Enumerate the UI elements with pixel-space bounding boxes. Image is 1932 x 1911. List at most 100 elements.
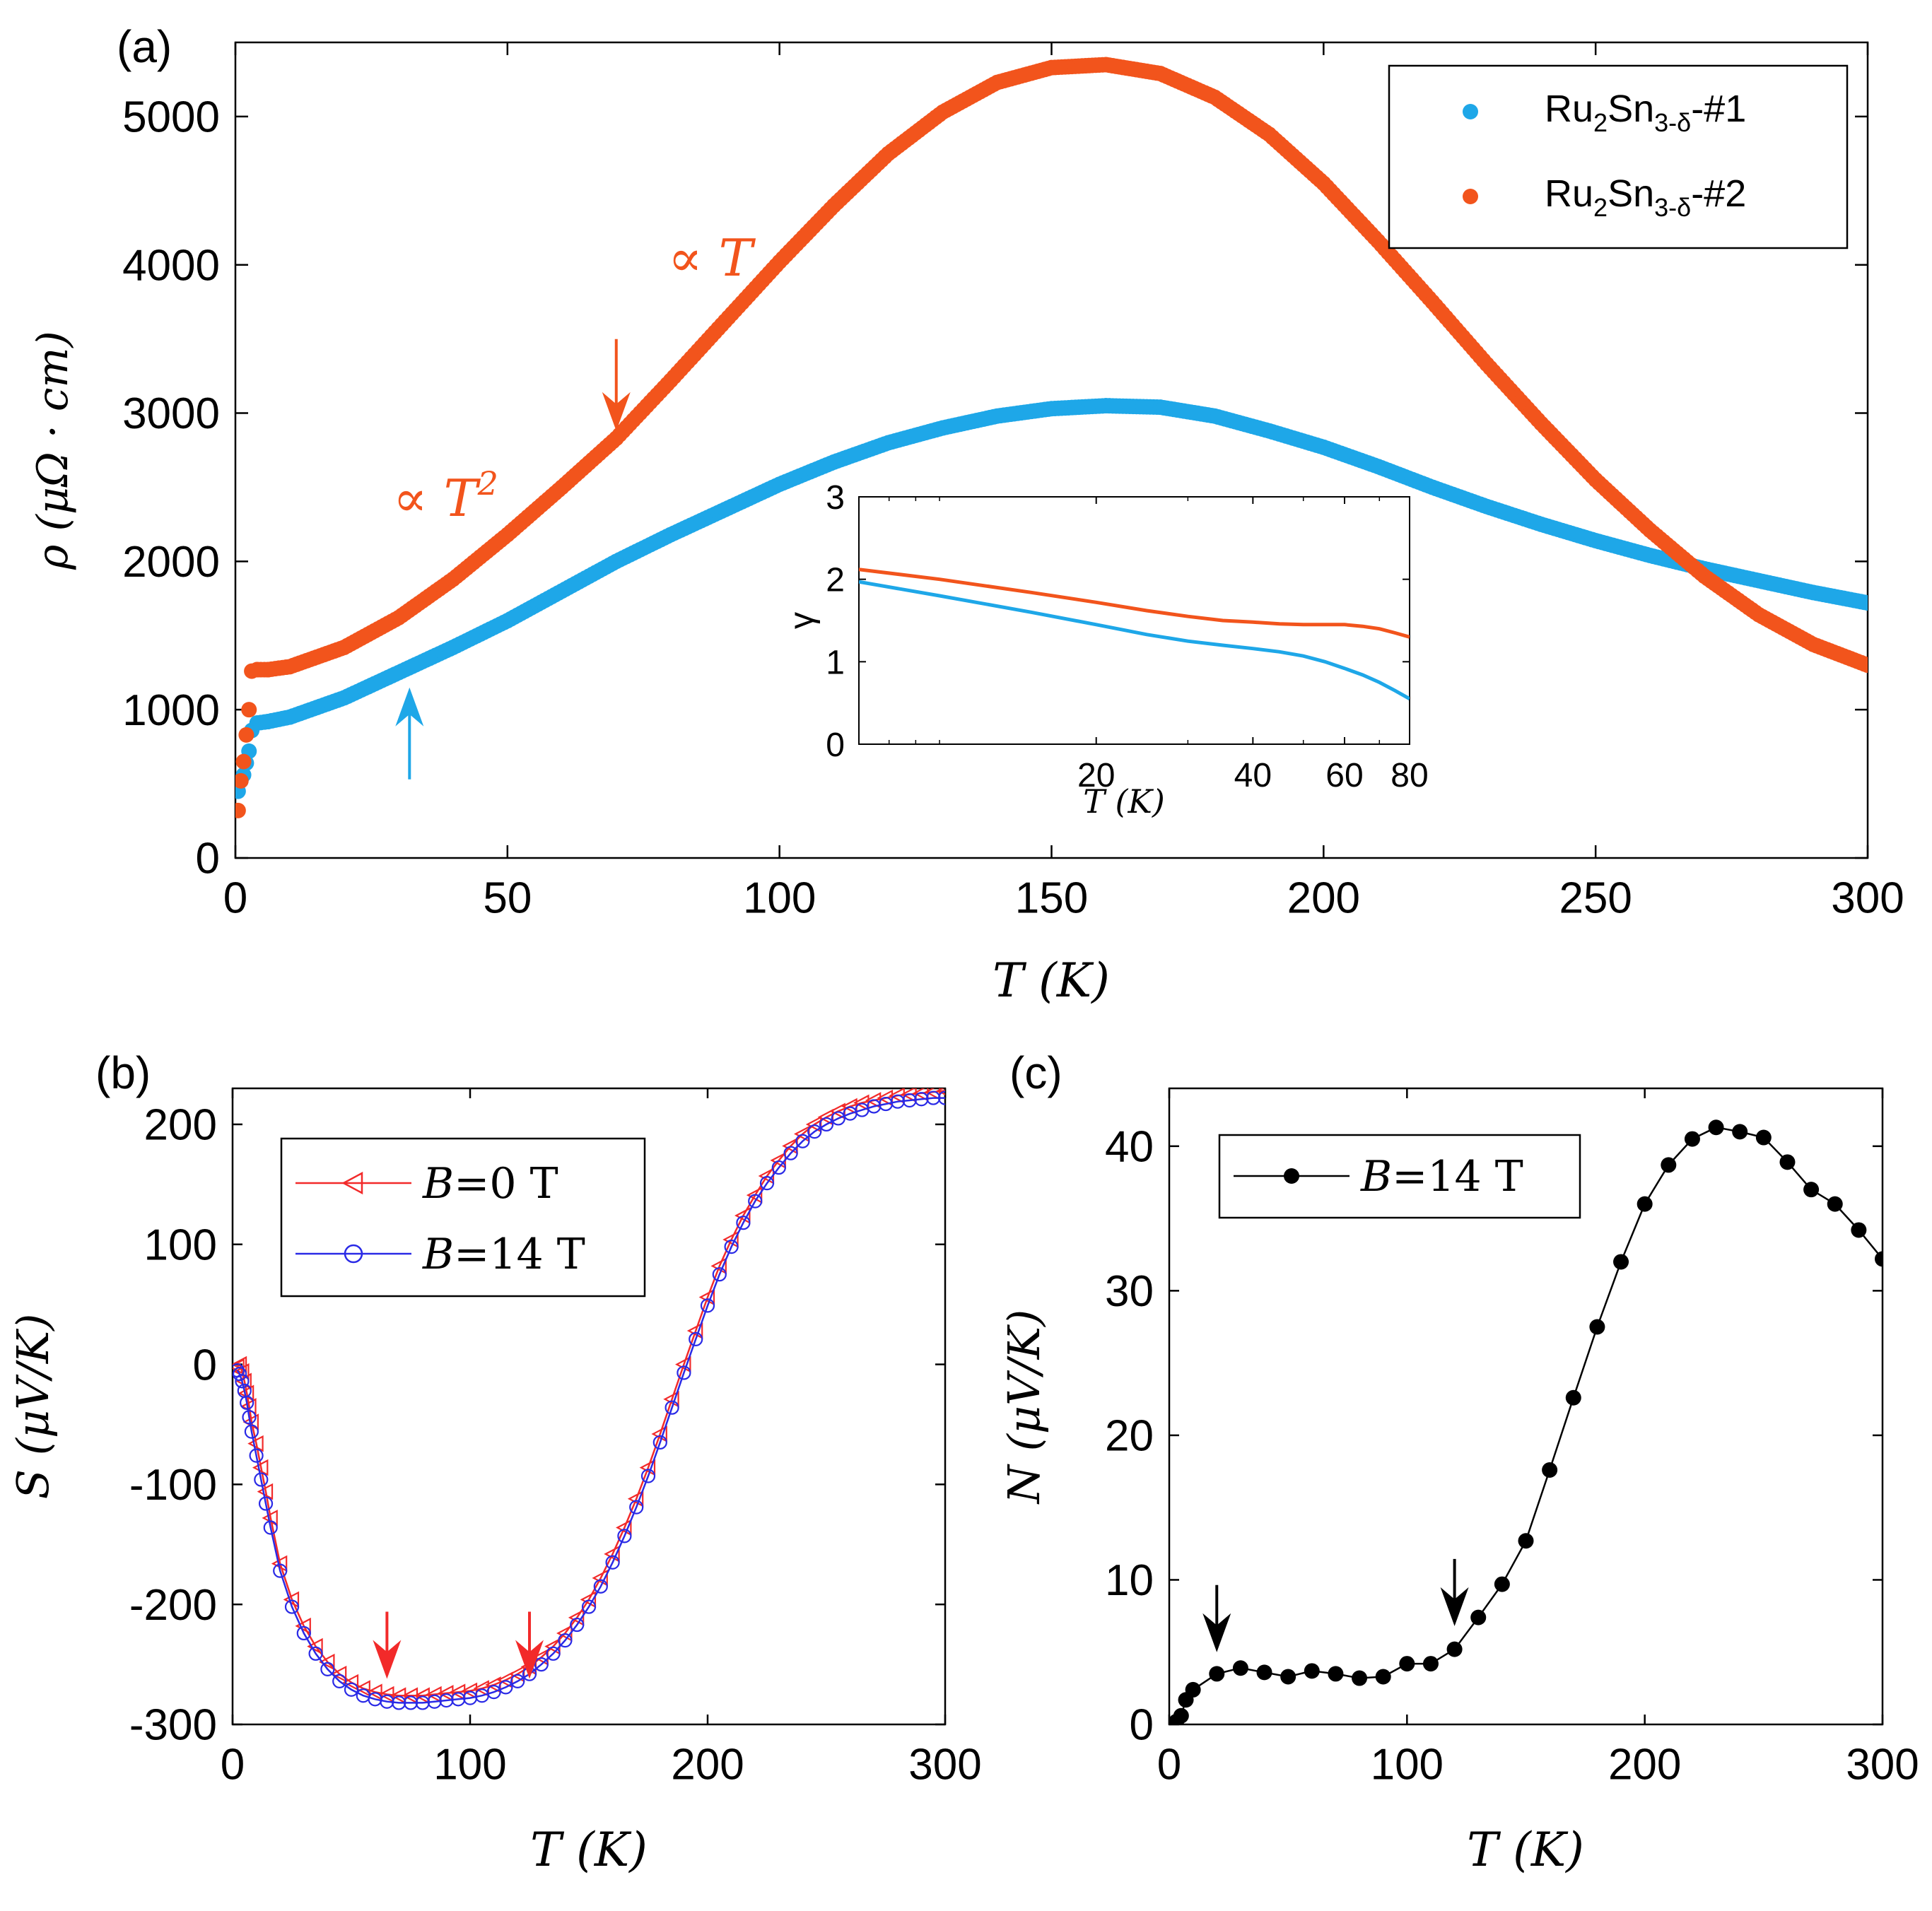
a-ytick-label: 4000 xyxy=(122,241,220,290)
b-point xyxy=(639,1459,656,1476)
legend-a-marker-1 xyxy=(1463,104,1478,119)
b-point xyxy=(629,1500,644,1515)
x-axis-label-b: T (K) xyxy=(530,1823,648,1877)
b-point xyxy=(819,1117,834,1132)
b-point xyxy=(330,1665,347,1683)
a-xtick-label: 0 xyxy=(223,874,247,923)
legend-b-marker-2 xyxy=(344,1244,363,1264)
inset-xtick-label: 60 xyxy=(1325,757,1363,794)
c-point xyxy=(1875,1251,1883,1267)
series-a-sample2 xyxy=(235,57,1868,818)
b-point xyxy=(252,1459,269,1476)
c-point xyxy=(1637,1196,1653,1212)
b-point xyxy=(617,1529,632,1544)
legend-b-marker-1 xyxy=(341,1171,363,1195)
b-point xyxy=(244,1424,259,1439)
c-point xyxy=(1304,1663,1320,1679)
legend-b-label-2: B=14 T xyxy=(422,1230,585,1279)
c-point xyxy=(1375,1669,1391,1685)
b-point xyxy=(235,1374,250,1389)
b-point xyxy=(508,1665,525,1683)
a-point xyxy=(238,727,254,743)
panel-label-c: (c) xyxy=(1009,1047,1062,1098)
annotation-t-linear: ∝ T xyxy=(668,228,756,288)
b-point xyxy=(284,1599,300,1614)
a-ytick-label: 2000 xyxy=(122,538,220,587)
b-ytick-label: 200 xyxy=(144,1101,217,1150)
annotation-t-squared-exp: 2 xyxy=(477,464,498,502)
x-axis-label-c: T (K) xyxy=(1467,1823,1584,1877)
series-a-sample1 xyxy=(235,398,1868,799)
a-ytick-label: 5000 xyxy=(122,93,220,142)
ticks-b: 0 100 200 300 -300 -200 -100 0 100 200 xyxy=(129,1088,982,1789)
panel-label-a: (a) xyxy=(117,21,172,72)
b-point xyxy=(783,1146,798,1160)
legend-c: B=14 T xyxy=(1218,1134,1581,1219)
c-point xyxy=(1613,1254,1629,1270)
data-a xyxy=(235,57,1868,818)
b-point xyxy=(675,1356,691,1373)
b-point xyxy=(258,1496,274,1511)
c-point xyxy=(1352,1670,1368,1686)
legend-a: Ru2Sn3-δ-#1 Ru2Sn3-δ-#2 xyxy=(1388,64,1849,249)
panel-c: (c) 0 100 200 300 0 10 20 30 40 T (K) N (μV/K) B… xyxy=(998,1047,1919,1877)
c-point xyxy=(1446,1641,1463,1657)
inset-y-label: γ xyxy=(783,612,821,629)
b-point xyxy=(366,1683,382,1700)
data-c xyxy=(1169,1119,1883,1724)
c-ytick-label: 30 xyxy=(1105,1267,1154,1316)
b-point xyxy=(795,1134,810,1148)
c-point xyxy=(1803,1182,1820,1198)
b-ytick-label: 100 xyxy=(144,1221,217,1269)
b-point xyxy=(580,1591,597,1609)
b-ytick-label: -100 xyxy=(129,1461,217,1510)
b-point xyxy=(254,1472,269,1487)
b-point xyxy=(748,1194,763,1209)
a-point xyxy=(235,772,249,789)
x-axis-label-a: T (K) xyxy=(993,953,1110,1008)
annotation-t-squared: ∝ T2 xyxy=(393,464,498,528)
inset-ytick-label: 1 xyxy=(826,644,845,681)
legend-a-label-2: Ru2Sn3-δ-#2 xyxy=(1545,172,1746,222)
c-point xyxy=(1542,1462,1558,1478)
legend-b-box xyxy=(280,1137,646,1298)
a-xtick-label: 150 xyxy=(1015,874,1088,923)
b-point xyxy=(689,1331,703,1347)
a-ytick-label: 3000 xyxy=(122,389,220,438)
y-axis-label-a: ρ (μΩ · cm) xyxy=(28,331,78,570)
legend-a-marker-2 xyxy=(1463,189,1478,204)
a-xtick-label: 50 xyxy=(483,874,532,923)
c-ytick-label: 0 xyxy=(1130,1701,1154,1750)
c-point xyxy=(1708,1119,1724,1136)
c-point xyxy=(1328,1666,1344,1682)
b-xtick-label: 100 xyxy=(433,1741,506,1789)
b-point xyxy=(616,1519,632,1536)
b-point xyxy=(461,1682,478,1700)
arrows-a xyxy=(395,339,631,780)
b-xtick-label: 0 xyxy=(221,1741,245,1789)
c-arrow-1 xyxy=(1202,1613,1231,1652)
b-point xyxy=(570,1617,585,1633)
a-arrow-1 xyxy=(602,392,631,431)
a-arrow-2 xyxy=(395,687,424,727)
c-xtick-label: 200 xyxy=(1608,1741,1681,1789)
b-point xyxy=(342,1674,359,1691)
legend-a-label-1: Ru2Sn3-δ-#1 xyxy=(1545,88,1746,137)
c-point xyxy=(1173,1707,1189,1724)
b-point xyxy=(605,1555,620,1570)
series-c-14t xyxy=(1169,1119,1883,1724)
a-point xyxy=(235,753,252,770)
b-point xyxy=(534,1657,549,1672)
b-point xyxy=(722,1231,739,1248)
a-point xyxy=(235,802,246,818)
b-point xyxy=(805,1116,822,1133)
b-ytick-label: -300 xyxy=(129,1701,217,1750)
c-point xyxy=(1256,1664,1272,1681)
b-point xyxy=(320,1662,335,1676)
c-ytick-label: 10 xyxy=(1105,1556,1154,1605)
b-point xyxy=(486,1685,501,1700)
b-point xyxy=(651,1425,667,1442)
